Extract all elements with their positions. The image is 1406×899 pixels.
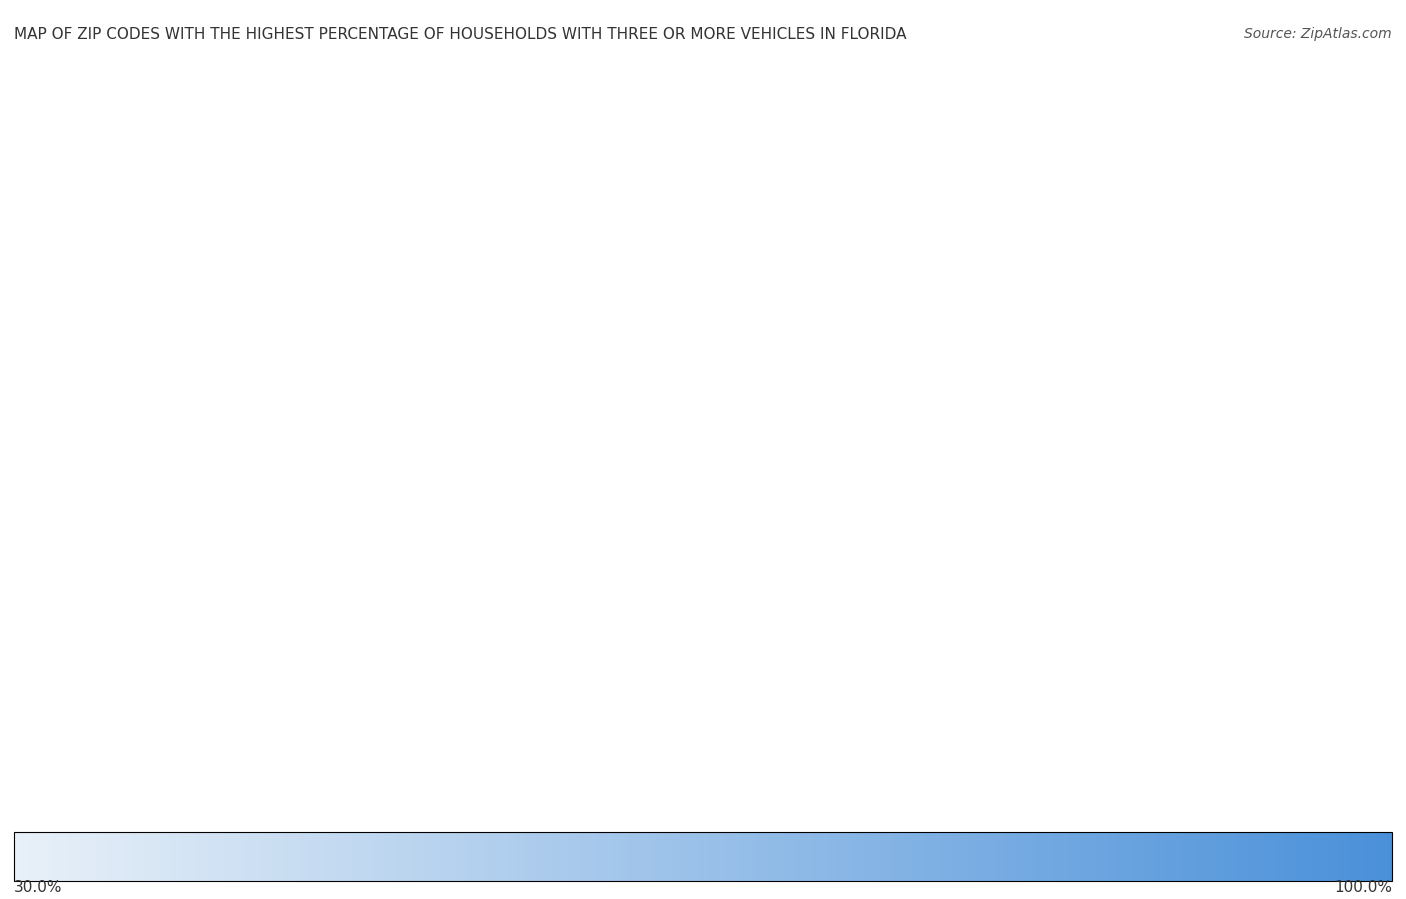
Text: Source: ZipAtlas.com: Source: ZipAtlas.com [1244,27,1392,41]
Text: 30.0%: 30.0% [14,879,62,895]
Text: 100.0%: 100.0% [1334,879,1392,895]
Text: MAP OF ZIP CODES WITH THE HIGHEST PERCENTAGE OF HOUSEHOLDS WITH THREE OR MORE VE: MAP OF ZIP CODES WITH THE HIGHEST PERCEN… [14,27,907,42]
